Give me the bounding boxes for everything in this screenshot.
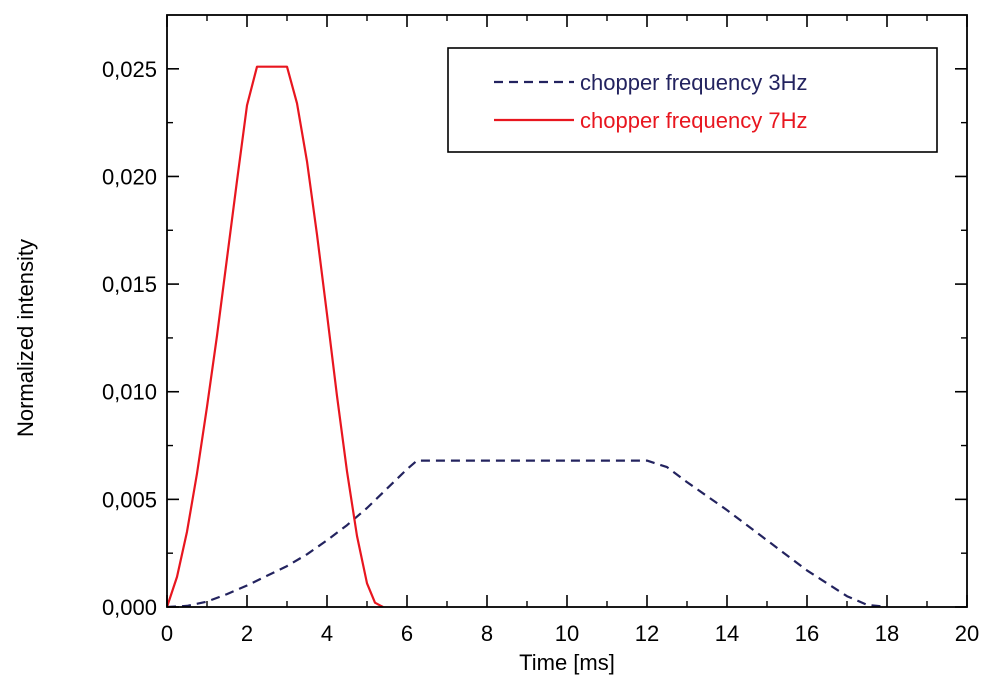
x-tick-label: 6 xyxy=(401,621,413,646)
axes: 0 2 4 6 8 10 12 14 16 18 20 0,000 0,005 0,010 0,015 0,0… xyxy=(102,14,979,646)
legend-box xyxy=(447,47,938,153)
legend-label-1: chopper frequency 3Hz xyxy=(580,70,807,95)
plot-area xyxy=(167,65,888,607)
y-tick-label: 0,005 xyxy=(102,487,157,512)
x-tick-label: 10 xyxy=(555,621,579,646)
x-tick-label: 20 xyxy=(955,621,979,646)
x-tick-label: 12 xyxy=(635,621,659,646)
x-tick-label: 0 xyxy=(161,621,173,646)
y-tick-label: 0,020 xyxy=(102,164,157,189)
x-tick-label: 18 xyxy=(875,621,899,646)
legend: chopper frequency 3Hz chopper frequency 7… xyxy=(447,47,938,153)
y-tick-label: 0,015 xyxy=(102,272,157,297)
y-tick-label: 0,000 xyxy=(102,595,157,620)
y-tick-label: 0,010 xyxy=(102,380,157,405)
x-axis-title: Time [ms] xyxy=(519,650,615,675)
legend-label-2: chopper frequency 7Hz xyxy=(580,108,807,133)
x-tick-label: 16 xyxy=(795,621,819,646)
x-tick-label: 8 xyxy=(481,621,493,646)
series-line-2 xyxy=(167,65,384,607)
y-axis-title: Normalized intensity xyxy=(13,239,38,437)
x-tick-label: 14 xyxy=(715,621,739,646)
series-line-1 xyxy=(167,459,888,607)
x-tick-label: 2 xyxy=(241,621,253,646)
y-tick-label: 0,025 xyxy=(102,57,157,82)
x-tick-label: 4 xyxy=(321,621,333,646)
